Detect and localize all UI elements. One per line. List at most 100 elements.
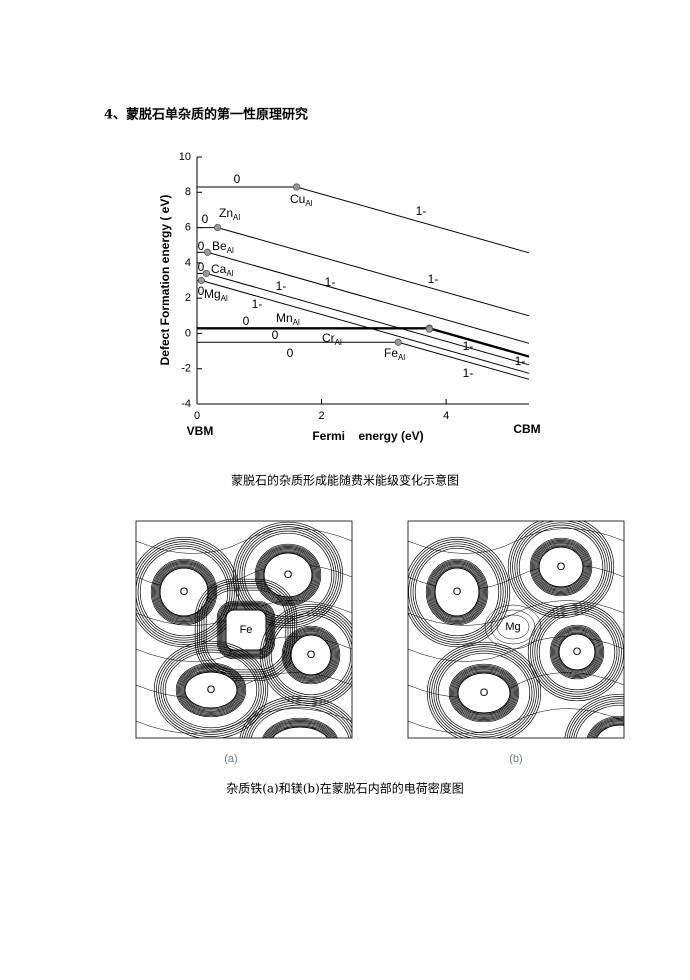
- contour: [448, 663, 520, 723]
- contour: [428, 561, 486, 623]
- contour: [178, 665, 244, 715]
- contour: [281, 625, 341, 685]
- contour: [176, 663, 246, 717]
- contour: [589, 718, 624, 738]
- contour: [246, 702, 352, 738]
- y-tick-label: 0: [185, 327, 191, 339]
- contour: [139, 547, 229, 637]
- atom-label: Mg: [505, 621, 520, 633]
- series-name: Be: [212, 239, 227, 253]
- transition-marker: [293, 183, 301, 191]
- contour: [241, 698, 352, 738]
- atom-label: O: [557, 561, 566, 573]
- contour: [532, 607, 622, 697]
- atom-label: O: [480, 687, 489, 699]
- contour: [270, 614, 352, 696]
- contour: [412, 545, 502, 639]
- transition-marker: [197, 276, 205, 285]
- x-tick-label: 0: [194, 410, 200, 422]
- contour: [451, 666, 517, 720]
- series-subscript: Al: [227, 246, 234, 255]
- x-axis-label: Fermi energy (eV): [312, 429, 423, 443]
- contour: [175, 662, 247, 718]
- contour: [437, 652, 531, 734]
- contour: [157, 565, 211, 619]
- contour: [248, 704, 352, 738]
- contour: [155, 563, 213, 621]
- contour: [534, 542, 588, 592]
- series-name: Fe: [384, 346, 398, 360]
- y-tick-label: 4: [185, 257, 191, 269]
- contour: [536, 611, 618, 693]
- contour: [455, 670, 513, 716]
- atom-label: O: [180, 586, 189, 598]
- series-name: Zn: [219, 206, 233, 220]
- contour: [532, 540, 590, 594]
- contour: [534, 609, 620, 695]
- contour: [270, 725, 330, 738]
- atom-label: O: [207, 684, 216, 696]
- contour: [426, 641, 542, 738]
- charge-label: 0: [287, 346, 294, 360]
- y-tick-label: 8: [185, 186, 191, 198]
- contour: [408, 539, 508, 645]
- y-axis-label: Defect Formation energy ( eV): [158, 195, 172, 366]
- contour: [530, 538, 592, 596]
- charge-label: 1-: [463, 366, 474, 380]
- contour: [203, 587, 289, 673]
- transition-marker: [203, 248, 212, 256]
- transition-marker: [425, 325, 433, 333]
- transition-marker: [213, 223, 222, 232]
- charge-label: 0: [234, 172, 241, 186]
- x-tick-label: 4: [443, 410, 449, 422]
- core: [558, 633, 596, 671]
- contour: [591, 720, 624, 738]
- panel-label: (a): [224, 753, 237, 765]
- series-line: [197, 251, 530, 344]
- contour: [533, 541, 589, 593]
- core: [596, 724, 624, 738]
- contour: [449, 664, 519, 722]
- core: [225, 609, 267, 651]
- contour: [150, 558, 218, 626]
- contour: [153, 640, 269, 738]
- contour: [430, 563, 484, 621]
- heading: 4、蒙脱石单杂质的第一性原理研究: [104, 107, 308, 123]
- series-subscript: Al: [293, 318, 300, 327]
- charge-label: 1-: [428, 272, 439, 286]
- contour: [571, 700, 624, 738]
- contour: [431, 564, 483, 620]
- contour: [566, 696, 624, 738]
- contour: [535, 543, 587, 591]
- contour: [557, 632, 597, 672]
- contour: [223, 607, 269, 653]
- contour: [410, 543, 504, 641]
- core: [184, 671, 238, 709]
- series-line: [197, 186, 530, 254]
- charge-label: 0: [198, 284, 205, 298]
- panel-frame: [407, 520, 625, 739]
- contour: [529, 537, 593, 597]
- charge-label: 1-: [416, 204, 427, 218]
- contour: [268, 723, 332, 738]
- contour: [568, 698, 624, 738]
- series-subscript: Al: [305, 199, 312, 208]
- atom-label: O: [284, 569, 293, 581]
- series-name: Cr: [322, 331, 335, 345]
- series-label: MnAl: [276, 311, 300, 327]
- density-panel: [408, 521, 624, 738]
- contour: [512, 521, 610, 614]
- contour: [595, 723, 624, 738]
- panel-frame: [135, 520, 353, 739]
- series-label: CrAl: [322, 331, 342, 347]
- contour: [408, 528, 624, 554]
- atom-label: Fe: [240, 624, 253, 636]
- contour: [538, 613, 616, 691]
- contour: [549, 624, 605, 680]
- charge-label: 1-: [252, 297, 263, 311]
- contour: [550, 625, 604, 679]
- charge-label: 0: [202, 212, 209, 226]
- contour: [180, 667, 242, 713]
